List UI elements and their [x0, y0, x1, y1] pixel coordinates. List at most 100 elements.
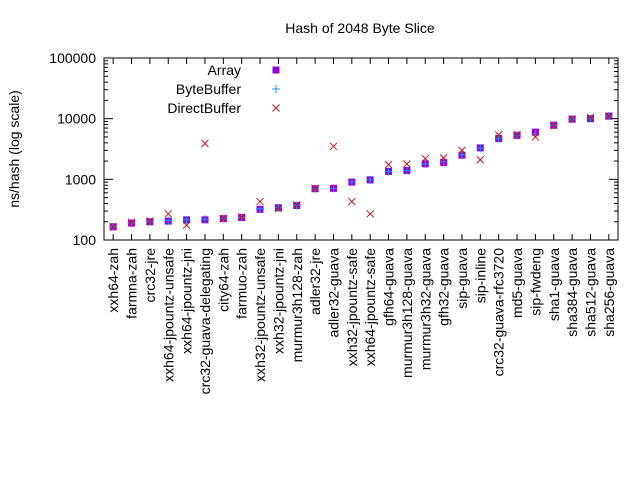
point-bytebuffer: [347, 178, 356, 187]
x-tick-label: farmna-zah: [124, 248, 140, 319]
x-tick-label: xxh32-jpountz-unsafe: [252, 248, 268, 382]
x-tick-label: sha1-guava: [546, 248, 562, 321]
x-tick-label: murmur3h128-zah: [289, 248, 305, 362]
point-directbuffer-b: [347, 197, 356, 206]
point-bytebuffer: [182, 215, 191, 224]
point-directbuffer-b: [237, 213, 246, 221]
plot-frame: [103, 57, 619, 241]
point-directbuffer-b: [201, 139, 209, 148]
point-directbuffer: [568, 115, 576, 123]
y-tick-label: 1000: [65, 171, 96, 187]
chart-title: Hash of 2048 Byte Slice: [285, 20, 435, 36]
point-directbuffer-b: [568, 115, 576, 123]
point-directbuffer-b: [439, 154, 448, 162]
x-tick-label: sip-fwdeng: [527, 248, 543, 316]
point-directbuffer-b: [421, 154, 430, 163]
x-tick-label: adler32-jre: [307, 248, 323, 315]
point-directbuffer: [329, 142, 338, 151]
point-directbuffer-b: [219, 214, 228, 223]
point-directbuffer-b: [494, 131, 503, 139]
y-tick-label: 100: [73, 232, 97, 248]
x-tick-label: xxh32-jpountz-safe: [344, 248, 360, 367]
x-tick-label: sip-guava: [454, 248, 470, 309]
point-bytebuffer: [366, 175, 375, 184]
x-tick-label: xxh32-jpountz-jni: [270, 248, 286, 354]
point-directbuffer-b: [513, 130, 521, 139]
point-directbuffer-b: [146, 217, 154, 225]
point-directbuffer: [403, 159, 411, 168]
point-directbuffer-b: [127, 218, 136, 227]
point-directbuffer-b: [366, 209, 375, 218]
y-axis: 100 1000 10000 100000: [49, 50, 618, 248]
point-directbuffer-b: [329, 142, 338, 151]
point-directbuffer: [311, 184, 319, 193]
point-directbuffer: [219, 214, 228, 223]
x-tick-label: xxh64-jpountz-safe: [362, 248, 378, 367]
x-tick-label: sha512-guava: [582, 248, 598, 337]
point-directbuffer-b: [384, 160, 393, 169]
point-bytebuffer: [513, 131, 522, 140]
point-directbuffer-b: [256, 197, 264, 206]
point-bytebuffer: [457, 150, 466, 159]
point-directbuffer: [237, 213, 246, 221]
point-directbuffer: [274, 204, 283, 213]
legend-marker-directbuffer-b: [272, 104, 280, 112]
point-directbuffer: [476, 155, 485, 164]
series-directbuffer: [109, 112, 613, 231]
legend-label-directbuffer: DirectBuffer: [167, 100, 241, 116]
point-bytebuffer: [439, 157, 448, 166]
x-tick-label: farmuo-zah: [234, 248, 250, 319]
point-directbuffer-b: [458, 146, 466, 155]
legend-marker-bytebuffer: [272, 85, 280, 93]
point-directbuffer-b: [182, 221, 191, 230]
x-tick-label: xxh64-jpountz-jni: [179, 248, 195, 354]
legend-marker-array: [272, 66, 280, 74]
point-directbuffer-b: [403, 159, 411, 168]
x-tick-label: sip-inline: [472, 248, 488, 303]
point-bytebuffer: [274, 203, 283, 212]
legend-label-array: Array: [208, 62, 241, 78]
point-directbuffer: [513, 130, 521, 139]
x-tick-label: adler32-guava: [325, 248, 341, 338]
point-directbuffer-b: [604, 112, 613, 121]
plot-border: [103, 57, 619, 241]
point-directbuffer: [256, 197, 264, 206]
legend-label-bytebuffer: ByteBuffer: [176, 81, 241, 97]
x-tick-label: murmur3h32-guava: [417, 248, 433, 370]
point-bytebuffer: [494, 134, 503, 143]
point-directbuffer-b: [109, 222, 118, 231]
y-tick-label: 10000: [57, 111, 96, 127]
point-directbuffer: [347, 197, 356, 206]
point-directbuffer: [292, 200, 301, 209]
legend-marker-directbuffer: [272, 104, 280, 112]
point-directbuffer: [458, 146, 466, 155]
x-tick-label: gfh32-guava: [436, 248, 452, 326]
point-directbuffer: [146, 217, 154, 225]
point-bytebuffer: [329, 184, 338, 193]
series-array: [109, 112, 613, 231]
x-tick-label: md5-guava: [509, 248, 525, 318]
point-bytebuffer: [586, 114, 595, 123]
point-bytebuffer: [421, 159, 430, 168]
point-directbuffer: [549, 121, 558, 130]
point-directbuffer: [366, 209, 375, 218]
point-directbuffer-b: [476, 155, 485, 164]
point-bytebuffer: [476, 144, 485, 153]
x-tick-label: sha256-guava: [601, 248, 617, 337]
y-axis-label: ns/hash (log scale): [6, 90, 22, 208]
point-directbuffer: [164, 209, 173, 218]
x-axis: xxh64-zah farmna-zah crc32-jre xxh64-jpount…: [105, 58, 617, 394]
data-points: [109, 112, 613, 231]
point-directbuffer: [421, 154, 430, 163]
point-bytebuffer: [402, 166, 411, 175]
x-tick-label: murmur3h128-guava: [399, 248, 415, 378]
x-tick-label: crc32-guava-rfc3720: [491, 248, 507, 377]
point-directbuffer-b: [274, 204, 283, 213]
point-directbuffer: [109, 222, 118, 231]
point-directbuffer: [127, 218, 136, 227]
point-directbuffer: [439, 154, 448, 162]
point-directbuffer: [494, 131, 503, 139]
point-directbuffer-b: [531, 133, 540, 141]
point-directbuffer: [604, 112, 613, 121]
point-directbuffer: [182, 221, 191, 230]
